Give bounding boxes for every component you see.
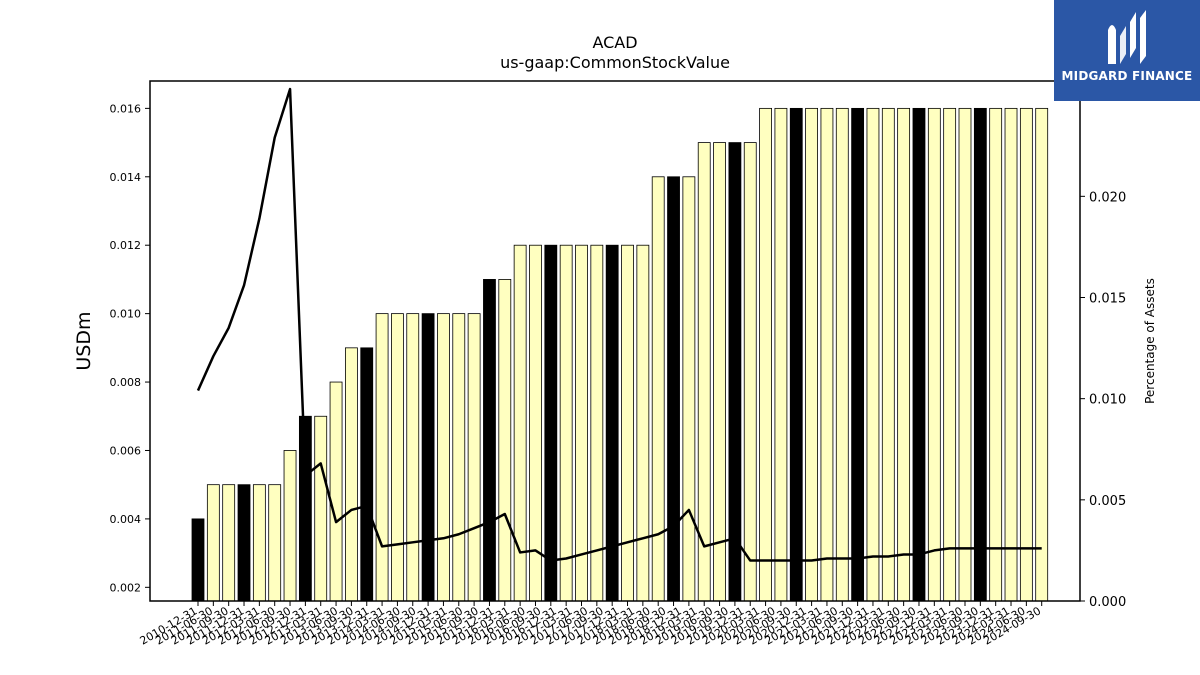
y2-tick-label: 0.015 xyxy=(1089,291,1126,306)
bar-2016-06-30 xyxy=(529,244,542,602)
bar-2013-06-30 xyxy=(344,347,358,602)
midgard-logo-icon xyxy=(1108,10,1146,64)
y-tick-label: 0.010 xyxy=(110,308,142,321)
bar-2017-12-31 xyxy=(621,244,634,602)
y2-tick-label: 0.020 xyxy=(1089,190,1126,205)
bar-2012-12-31 xyxy=(314,415,328,602)
bar-2013-09-30 xyxy=(360,347,374,602)
bar-2019-06-30 xyxy=(713,142,726,602)
y-tick-label: 0.002 xyxy=(110,581,142,594)
bar-2012-03-31 xyxy=(268,484,282,602)
bar-2022-03-31 xyxy=(881,107,895,602)
bar-2018-09-30 xyxy=(667,176,680,602)
bar-2014-12-31 xyxy=(437,313,450,602)
chart-title: ACAD xyxy=(592,33,637,52)
bar-2024-09-30 xyxy=(1035,107,1049,602)
y-axis-label: USDm xyxy=(73,311,95,370)
bar-2013-12-31 xyxy=(375,313,389,602)
bar-2015-06-30 xyxy=(467,313,481,602)
y2-tick-label: 0.005 xyxy=(1089,494,1126,509)
y-tick-label: 0.008 xyxy=(110,376,142,389)
bar-2019-12-31 xyxy=(743,142,757,602)
percentage-of-assets-line xyxy=(196,87,1042,562)
bar-2023-03-31 xyxy=(943,107,957,602)
bar-2020-03-31 xyxy=(759,107,772,602)
bar-2012-09-30 xyxy=(298,415,312,602)
y2-axis-label: Percentage of Assets xyxy=(1143,278,1157,404)
bar-2022-06-30 xyxy=(897,107,911,602)
y2-tick-label: 0.010 xyxy=(1089,393,1126,408)
bar-2024-03-31 xyxy=(1004,107,1018,602)
brand-logo: MIDGARD FINANCE xyxy=(1054,0,1200,101)
bar-2017-06-30 xyxy=(590,244,604,602)
bar-2022-09-30 xyxy=(912,107,926,602)
logo-text: MIDGARD FINANCE xyxy=(1061,69,1193,83)
bar-2015-09-30 xyxy=(483,279,496,602)
bar-2012-06-30 xyxy=(283,450,297,602)
bar-2014-03-31 xyxy=(391,313,404,602)
bar-group xyxy=(191,107,1049,602)
bar-2024-06-30 xyxy=(1019,107,1033,602)
y2-tick-label: 0.000 xyxy=(1089,595,1126,610)
bar-2015-03-31 xyxy=(452,313,466,602)
bar-2014-06-30 xyxy=(406,313,420,602)
bar-2011-12-31 xyxy=(252,484,266,602)
bar-2023-09-30 xyxy=(973,107,987,602)
bar-2017-03-31 xyxy=(575,244,588,602)
bar-2022-12-31 xyxy=(927,107,941,602)
bar-2021-06-30 xyxy=(835,107,849,602)
bar-2016-03-31 xyxy=(513,244,527,602)
bar-2021-12-31 xyxy=(866,107,880,602)
bar-2023-12-31 xyxy=(989,107,1003,602)
y-tick-label: 0.012 xyxy=(110,239,142,252)
bar-2011-03-31 xyxy=(206,484,220,602)
line-group xyxy=(196,87,1042,562)
bar-2018-03-31 xyxy=(636,244,650,602)
bar-2021-03-31 xyxy=(820,107,834,602)
y-tick-label: 0.016 xyxy=(110,102,142,115)
bar-2018-12-31 xyxy=(682,176,696,602)
plot-frame xyxy=(149,80,1081,602)
bar-2021-09-30 xyxy=(851,107,865,602)
bar-2011-09-30 xyxy=(237,484,251,602)
bar-2019-09-30 xyxy=(728,142,742,602)
bar-2016-09-30 xyxy=(544,244,558,602)
bar-2020-06-30 xyxy=(774,107,788,602)
chart-subtitle: us-gaap:CommonStockValue xyxy=(500,53,730,72)
y-tick-label: 0.004 xyxy=(110,513,142,526)
bar-2010-12-31 xyxy=(191,518,205,602)
bar-2023-06-30 xyxy=(958,107,972,602)
bar-2015-12-31 xyxy=(498,279,512,602)
bar-2016-12-31 xyxy=(559,244,573,602)
bar-2020-12-31 xyxy=(805,107,818,602)
bar-2013-03-31 xyxy=(329,381,343,602)
y-tick-label: 0.006 xyxy=(110,444,142,457)
bar-2019-03-31 xyxy=(697,142,711,602)
y-tick-label: 0.014 xyxy=(110,171,142,184)
x-axis: 2010-12-312011-06-302011-09-302011-12-31… xyxy=(138,601,1043,648)
bar-2018-06-30 xyxy=(651,176,665,602)
bar-2014-09-30 xyxy=(421,313,435,602)
bar-2020-09-30 xyxy=(789,107,803,602)
left-axis: 0.002 0.004 0.006 0.008 0.010 0.012 0.014 0.016 xyxy=(110,102,150,594)
bar-2011-06-30 xyxy=(222,484,236,602)
